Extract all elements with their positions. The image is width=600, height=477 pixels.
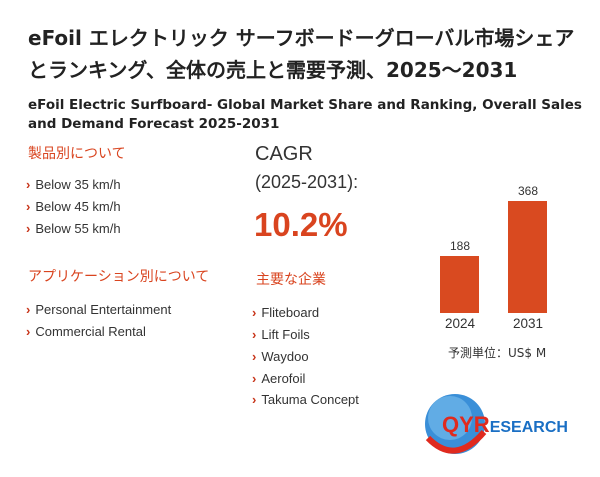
product-item: Below 35 km/h [26, 177, 120, 192]
application-item: Personal Entertainment [26, 302, 171, 317]
cagr-period: (2025-2031): [255, 172, 359, 192]
companies-heading: 主要な企業 [256, 272, 326, 288]
cagr-label: CAGR [255, 143, 313, 165]
unit-label: 予測単位：US$ M [448, 346, 547, 360]
page-title: eFoil エレクトリック サーフボードーグローバル市場シェアとランキング、全体… [28, 26, 575, 82]
data-label: 188 [449, 238, 471, 253]
page-subtitle: eFoil Electric Surfboard- Global Market … [28, 97, 582, 132]
company-item: Aerofoil [252, 371, 305, 386]
company-item: Fliteboard [252, 305, 319, 320]
cagr-value: 10.2% [254, 206, 348, 243]
product-item: Below 45 km/h [26, 199, 120, 214]
product-item: Below 55 km/h [26, 221, 120, 236]
logo-qy: QY [442, 412, 474, 437]
application-item: Commercial Rental [26, 324, 146, 339]
bar-2024 [440, 255, 479, 313]
company-item: Waydoo [252, 349, 308, 364]
data-label: 368 [517, 184, 539, 198]
logo-r: R [473, 412, 490, 437]
globe-icon [425, 394, 487, 454]
by-product-heading: 製品別について [28, 146, 126, 162]
qyresearch-logo: QYRESEARCH [420, 388, 580, 460]
company-item: Lift Foils [252, 327, 309, 342]
company-item: Takuma Concept [252, 392, 359, 407]
category-label: 2031 [512, 316, 544, 331]
by-application-heading: アプリケーション別について [28, 269, 210, 285]
category-label: 2024 [444, 316, 476, 331]
logo-research: ESEARCH [489, 419, 568, 436]
bar-2031 [508, 201, 547, 313]
